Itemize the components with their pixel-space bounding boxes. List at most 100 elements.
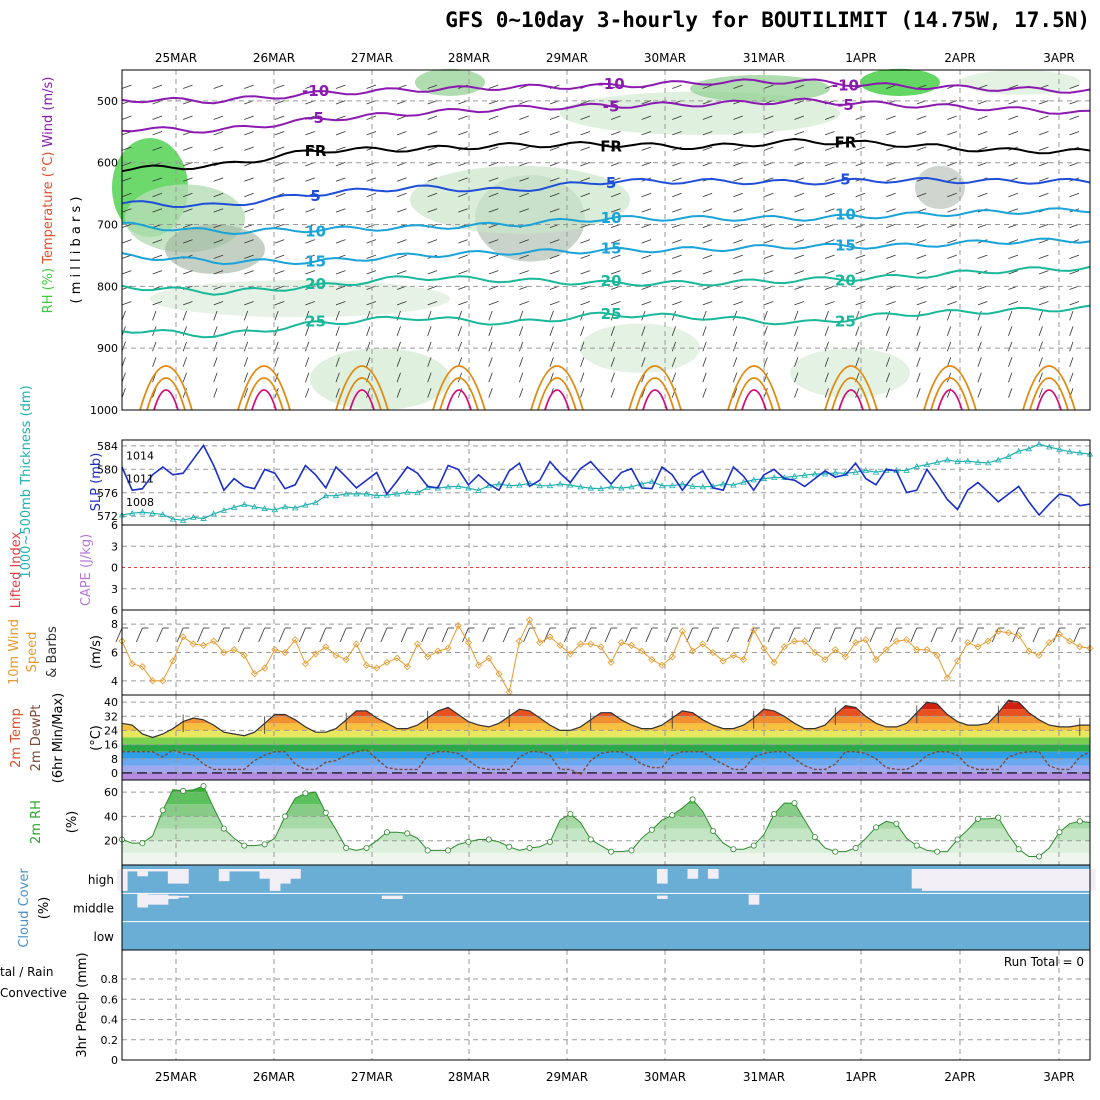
wind-barb bbox=[763, 357, 768, 367]
rh-ylabel-part-0: 2m RH bbox=[29, 800, 44, 844]
wind-barb bbox=[366, 254, 377, 259]
wind-barb bbox=[824, 84, 835, 89]
upper-air-ylabel: RH (%) Temperature (°C) Wind (m/s) bbox=[41, 77, 56, 314]
wind-barb bbox=[855, 388, 860, 398]
wind-barb bbox=[183, 192, 193, 198]
cloud-high-clear bbox=[269, 869, 281, 891]
wind-barb bbox=[580, 270, 591, 275]
thickness-point bbox=[658, 482, 666, 489]
wind-barb bbox=[488, 310, 493, 321]
wind10m-point bbox=[393, 654, 401, 662]
wind10m-barb bbox=[217, 627, 225, 643]
cloud-high-clear bbox=[137, 869, 148, 877]
wind-barb bbox=[305, 357, 310, 367]
wind10m-point bbox=[383, 658, 391, 666]
wind-barb bbox=[121, 146, 132, 151]
wind-barb bbox=[794, 223, 805, 229]
rh-shade-14 bbox=[960, 70, 1080, 95]
cloud-high-clear bbox=[1013, 869, 1025, 891]
rh-point bbox=[811, 834, 818, 841]
wind-barb bbox=[274, 223, 285, 229]
wind-barb bbox=[549, 146, 560, 151]
wind-barb bbox=[121, 270, 132, 275]
wind-barb bbox=[824, 310, 829, 321]
wind-barb bbox=[458, 131, 468, 136]
wind-barb bbox=[213, 208, 224, 213]
wind-barb bbox=[488, 192, 499, 198]
wind-barb bbox=[641, 357, 646, 367]
wind-barb bbox=[1069, 310, 1074, 321]
wind10m-point bbox=[984, 637, 992, 645]
wind-barb bbox=[610, 254, 621, 259]
wind-barb bbox=[977, 254, 988, 259]
isotherm-label: 15 bbox=[601, 239, 622, 257]
wind-barb bbox=[947, 208, 957, 213]
wind-barb bbox=[519, 115, 529, 120]
wind10m-barb bbox=[604, 627, 612, 643]
wind-barb bbox=[1038, 254, 1049, 259]
warm-contour bbox=[930, 377, 970, 411]
wind-barb bbox=[519, 301, 529, 306]
wind10m-point bbox=[1025, 647, 1033, 655]
thickness-point bbox=[414, 489, 421, 496]
pressure-tick: 500 bbox=[97, 95, 118, 108]
wind-barb bbox=[916, 326, 921, 336]
wind-barb bbox=[672, 84, 682, 89]
wind10m-barb bbox=[400, 627, 408, 643]
wind-barb bbox=[641, 301, 652, 306]
wind10m-point bbox=[760, 644, 768, 652]
wind10m-point bbox=[403, 663, 411, 671]
cloud-high-clear bbox=[218, 869, 230, 882]
wind-barb bbox=[916, 301, 927, 306]
rh-point bbox=[200, 783, 207, 790]
cloud-high-clear bbox=[921, 869, 933, 891]
date-bottom: 31MAR bbox=[743, 1070, 785, 1084]
temp-unit: (°C) bbox=[89, 725, 104, 751]
wind-barb bbox=[947, 285, 957, 290]
wind-barb bbox=[855, 270, 866, 275]
wind-barb bbox=[519, 131, 529, 136]
wind-barb bbox=[549, 177, 560, 182]
wind10m-point bbox=[994, 627, 1002, 635]
wind10m-point bbox=[373, 664, 381, 672]
warm-contour bbox=[530, 365, 584, 411]
wind-barb bbox=[916, 372, 921, 383]
wind-barb bbox=[733, 131, 743, 136]
wind-barb bbox=[886, 223, 896, 229]
wind-barb bbox=[886, 84, 896, 89]
wind-barb bbox=[886, 146, 896, 151]
isotherm-FR bbox=[121, 137, 1091, 173]
date-top: 27MAR bbox=[351, 51, 393, 65]
wind-barb bbox=[733, 285, 743, 290]
wind-barb bbox=[947, 254, 957, 259]
wind-barb bbox=[213, 341, 218, 352]
thickness-point bbox=[699, 483, 706, 490]
wind-barb bbox=[396, 146, 407, 151]
warm-contour bbox=[432, 365, 486, 411]
wind-barb bbox=[1038, 192, 1049, 198]
wind-barb bbox=[213, 388, 218, 398]
wind-barb bbox=[243, 357, 249, 367]
thickness-point bbox=[292, 504, 299, 511]
wind-barb bbox=[366, 357, 371, 367]
wind-barb bbox=[702, 131, 713, 136]
wind-barb bbox=[1069, 372, 1074, 383]
date-bottom: 2APR bbox=[944, 1070, 975, 1084]
date-bottom: 27MAR bbox=[351, 1070, 393, 1084]
wind-barb bbox=[427, 326, 432, 336]
wind-barb bbox=[274, 310, 279, 321]
pressure-tick: 700 bbox=[97, 219, 118, 232]
isotherm-label: -10 bbox=[832, 77, 859, 95]
wind-barb bbox=[641, 270, 652, 275]
rh-point bbox=[1056, 829, 1063, 836]
wind10m-point bbox=[485, 654, 493, 662]
wind-barb bbox=[580, 146, 591, 151]
rh-point bbox=[832, 848, 839, 855]
wind10m-point bbox=[495, 670, 503, 678]
wind-barb bbox=[427, 285, 438, 290]
rh-band bbox=[122, 852, 1090, 865]
wind-barb bbox=[244, 84, 254, 89]
wind-barb bbox=[1038, 372, 1043, 383]
date-bottom: 29MAR bbox=[546, 1070, 588, 1084]
thickness-point bbox=[556, 480, 564, 487]
